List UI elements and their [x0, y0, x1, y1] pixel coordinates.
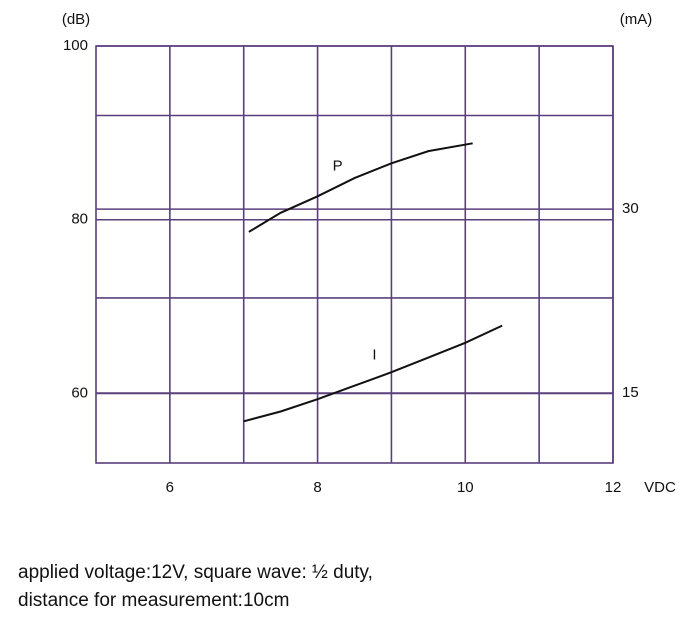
x-tick-label: 12 [605, 479, 622, 496]
y2-unit-label: (mA) [620, 11, 653, 28]
series-line [248, 142, 473, 233]
chart: (dB) (mA) VDC 6 8 10 12 60 80 100 15 30 P I [62, 11, 676, 496]
x-unit-label: VDC [644, 479, 676, 496]
y-tick-label: 60 [71, 384, 88, 401]
series-label: I [372, 347, 376, 364]
y-unit-label: (dB) [62, 11, 90, 28]
x-tick-label: 8 [313, 479, 321, 496]
y-tick-label: 80 [71, 211, 88, 228]
y2-tick-label: 30 [622, 200, 639, 217]
note: applied voltage:12V, square wave: ½ duty… [18, 562, 373, 583]
x-tick-label: 6 [166, 479, 174, 496]
plot-frame [95, 45, 614, 464]
series-label: P [333, 157, 343, 174]
series-line [243, 324, 503, 423]
y2-tick-label: 15 [622, 384, 639, 401]
y-tick-label: 100 [63, 37, 88, 54]
note: distance for measurement:10cm [18, 590, 290, 611]
x-tick-label: 10 [457, 479, 474, 496]
